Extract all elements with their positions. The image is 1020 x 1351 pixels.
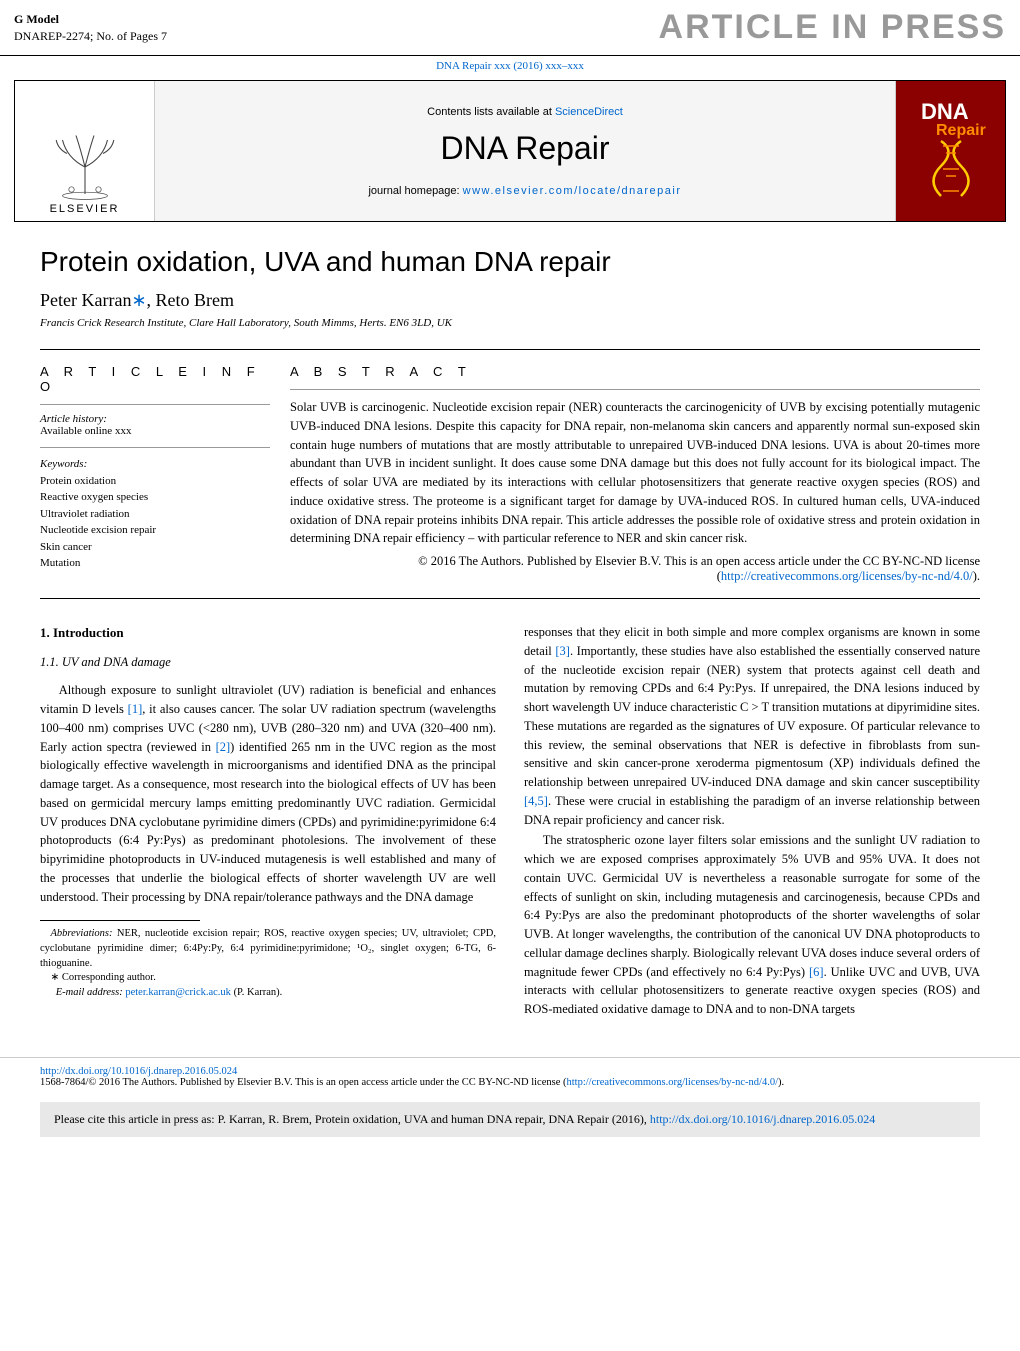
paragraph-1: Although exposure to sunlight ultraviole… bbox=[40, 681, 496, 906]
author-2: , Reto Brem bbox=[147, 290, 235, 310]
keyword: Skin cancer bbox=[40, 539, 270, 556]
footnote-separator bbox=[40, 920, 200, 921]
cite-doi-link[interactable]: http://dx.doi.org/10.1016/j.dnarep.2016.… bbox=[650, 1112, 875, 1126]
history-label: Article history: bbox=[40, 413, 270, 425]
paragraph-3: The stratospheric ozone layer filters so… bbox=[524, 831, 980, 1019]
keywords-label: Keywords: bbox=[40, 456, 270, 473]
cc-license-link[interactable]: http://creativecommons.org/licenses/by-n… bbox=[721, 569, 973, 583]
keyword: Reactive oxygen species bbox=[40, 489, 270, 506]
info-abstract-row: a r t i c l e i n f o Article history: A… bbox=[40, 349, 980, 599]
journal-title: DNA Repair bbox=[165, 130, 885, 167]
keyword: Mutation bbox=[40, 555, 270, 572]
keyword: Protein oxidation bbox=[40, 473, 270, 490]
corresponding-mark[interactable]: ∗ bbox=[131, 290, 146, 310]
main-content: 1. Introduction 1.1. UV and DNA damage A… bbox=[40, 623, 980, 1021]
keyword: Ultraviolet radiation bbox=[40, 506, 270, 523]
elsevier-tree-icon bbox=[40, 113, 130, 203]
section-1-1-heading: 1.1. UV and DNA damage bbox=[40, 653, 496, 672]
homepage-prefix: journal homepage: bbox=[368, 185, 462, 197]
article-body: Protein oxidation, UVA and human DNA rep… bbox=[0, 226, 1020, 1041]
banner-center: Contents lists available at ScienceDirec… bbox=[155, 96, 895, 207]
ref-1[interactable]: [1] bbox=[128, 702, 143, 716]
history-line: Available online xxx bbox=[40, 425, 270, 437]
ref-3[interactable]: [3] bbox=[555, 644, 570, 658]
article-in-press-banner: ARTICLE IN PRESS bbox=[659, 8, 1006, 47]
email-suffix: (P. Karran). bbox=[231, 987, 282, 998]
article-info-heading: a r t i c l e i n f o bbox=[40, 364, 270, 394]
article-history: Article history: Available online xxx bbox=[40, 413, 270, 437]
article-title: Protein oxidation, UVA and human DNA rep… bbox=[40, 246, 980, 278]
contents-prefix: Contents lists available at bbox=[427, 106, 555, 118]
ref-2[interactable]: [2] bbox=[216, 740, 231, 754]
homepage-link[interactable]: www.elsevier.com/locate/dnarepair bbox=[463, 185, 682, 197]
journal-homepage: journal homepage: www.elsevier.com/locat… bbox=[165, 185, 885, 197]
abbrev-label: Abbreviations: bbox=[51, 928, 113, 939]
authors: Peter Karran∗, Reto Brem bbox=[40, 290, 980, 311]
cite-box: Please cite this article in press as: P.… bbox=[40, 1102, 980, 1137]
abstract-column: a b s t r a c t Solar UVB is carcinogeni… bbox=[290, 364, 980, 584]
gmodel-label: G Model bbox=[14, 11, 167, 28]
sciencedirect-link[interactable]: ScienceDirect bbox=[555, 106, 623, 118]
ref-6[interactable]: [6] bbox=[809, 965, 824, 979]
journal-cover: DNA Repair bbox=[895, 81, 1005, 221]
copyright-post: ). bbox=[973, 569, 980, 583]
cite-text: Please cite this article in press as: P.… bbox=[54, 1112, 650, 1126]
doi-header-line: DNA Repair xxx (2016) xxx–xxx bbox=[0, 56, 1020, 76]
paragraph-2: responses that they elicit in both simpl… bbox=[524, 623, 980, 829]
journal-banner: ELSEVIER Contents lists available at Sci… bbox=[14, 80, 1006, 222]
ref-4-5[interactable]: [4,5] bbox=[524, 794, 548, 808]
keyword: Nucleotide excision repair bbox=[40, 522, 270, 539]
footnotes: Abbreviations: NER, nucleotide excision … bbox=[40, 927, 496, 1000]
abstract-text: Solar UVB is carcinogenic. Nucleotide ex… bbox=[290, 398, 980, 548]
elsevier-text: ELSEVIER bbox=[50, 203, 120, 215]
corresponding-note: ∗ Corresponding author. bbox=[40, 971, 496, 986]
gmodel-block: G Model DNAREP-2274; No. of Pages 7 bbox=[14, 11, 167, 45]
footer-issn-line: 1568-7864/© 2016 The Authors. Published … bbox=[40, 1077, 980, 1088]
abbreviations: Abbreviations: NER, nucleotide excision … bbox=[40, 927, 496, 971]
footer-cc-link[interactable]: http://creativecommons.org/licenses/by-n… bbox=[567, 1077, 779, 1088]
section-1-heading: 1. Introduction bbox=[40, 623, 496, 643]
footer-doi-link[interactable]: http://dx.doi.org/10.1016/j.dnarep.2016.… bbox=[40, 1066, 237, 1077]
doi-header-link[interactable]: DNA Repair xxx (2016) xxx–xxx bbox=[436, 60, 584, 72]
page-header: G Model DNAREP-2274; No. of Pages 7 ARTI… bbox=[0, 0, 1020, 56]
email-label: E-mail address: bbox=[56, 987, 126, 998]
abstract-copyright: © 2016 The Authors. Published by Elsevie… bbox=[290, 554, 980, 584]
keywords-block: Keywords: Protein oxidation Reactive oxy… bbox=[40, 456, 270, 572]
email-link[interactable]: peter.karran@crick.ac.uk bbox=[125, 987, 231, 998]
elsevier-logo-block: ELSEVIER bbox=[15, 81, 155, 221]
affiliation: Francis Crick Research Institute, Clare … bbox=[40, 317, 980, 329]
page-footer: http://dx.doi.org/10.1016/j.dnarep.2016.… bbox=[0, 1057, 1020, 1088]
svg-text:Repair: Repair bbox=[936, 122, 986, 139]
svg-text:DNA: DNA bbox=[921, 99, 969, 124]
author-1: Peter Karran bbox=[40, 290, 131, 310]
article-info: a r t i c l e i n f o Article history: A… bbox=[40, 364, 290, 584]
abstract-heading: a b s t r a c t bbox=[290, 364, 980, 379]
email-line: E-mail address: peter.karran@crick.ac.uk… bbox=[40, 986, 496, 1001]
contents-line: Contents lists available at ScienceDirec… bbox=[165, 106, 885, 118]
dna-repair-logo-icon: DNA Repair bbox=[906, 91, 996, 211]
gmodel-sub: DNAREP-2274; No. of Pages 7 bbox=[14, 28, 167, 45]
